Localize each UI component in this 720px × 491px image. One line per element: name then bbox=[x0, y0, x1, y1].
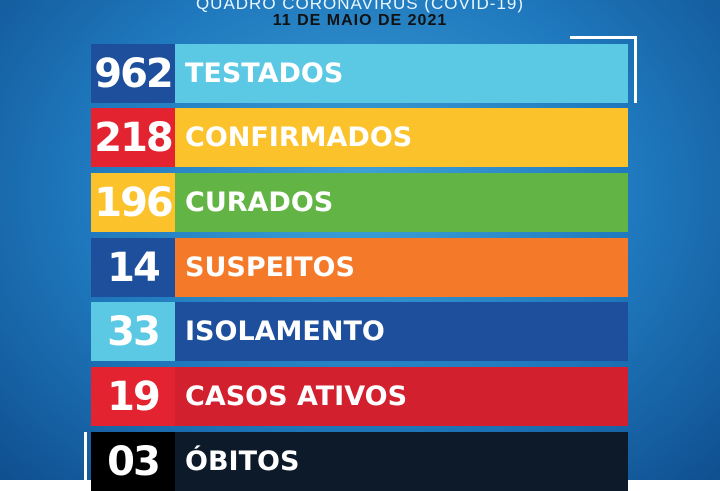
stat-label: ISOLAMENTO bbox=[175, 302, 628, 361]
stat-row-testados: 962 TESTADOS bbox=[91, 44, 628, 103]
stat-label: ÓBITOS bbox=[175, 432, 628, 491]
stat-value: 962 bbox=[91, 44, 175, 103]
stat-value: 33 bbox=[91, 302, 175, 361]
stat-label: TESTADOS bbox=[175, 44, 628, 103]
stat-row-casos-ativos: 19 CASOS ATIVOS bbox=[91, 367, 628, 426]
date: 11 DE MAIO DE 2021 bbox=[272, 12, 448, 29]
stat-value: 14 bbox=[91, 238, 175, 297]
stat-label: CASOS ATIVOS bbox=[175, 367, 628, 426]
stat-value: 218 bbox=[91, 108, 175, 167]
stat-value: 196 bbox=[91, 173, 175, 232]
stat-row-óbitos: 03 ÓBITOS bbox=[91, 432, 628, 491]
decorative-frame bbox=[570, 36, 637, 103]
stat-label: CONFIRMADOS bbox=[175, 108, 628, 167]
title: QUADRO CORONAVÍRUS (COVID-19) bbox=[195, 0, 525, 13]
decorative-bar bbox=[84, 432, 87, 480]
stat-label: SUSPEITOS bbox=[175, 238, 628, 297]
stat-row-suspeitos: 14 SUSPEITOS bbox=[91, 238, 628, 297]
stat-label: CURADOS bbox=[175, 173, 628, 232]
stat-row-isolamento: 33 ISOLAMENTO bbox=[91, 302, 628, 361]
stat-row-confirmados: 218 CONFIRMADOS bbox=[91, 108, 628, 167]
stat-row-curados: 196 CURADOS bbox=[91, 173, 628, 232]
stat-value: 19 bbox=[91, 367, 175, 426]
stat-value: 03 bbox=[91, 432, 175, 491]
